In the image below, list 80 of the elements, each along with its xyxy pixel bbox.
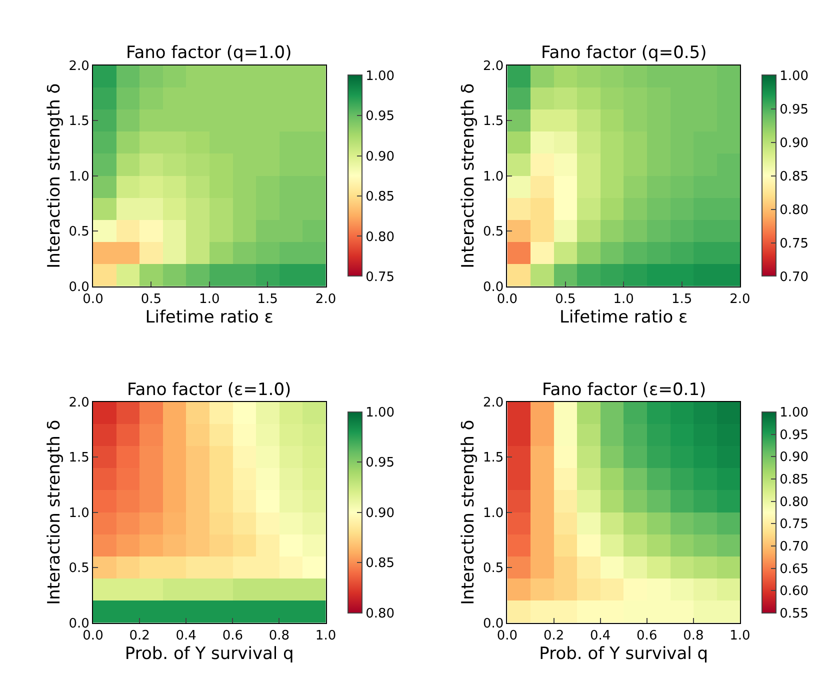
color-bar-label: 0.75 (780, 236, 809, 252)
x-tick-label: 0.4 (590, 628, 611, 644)
x-tick-label: 0.2 (543, 628, 564, 644)
x-tick-label: 0.6 (222, 628, 244, 644)
y-tick-label: 2.0 (68, 58, 90, 74)
x-tick-label: 1.0 (613, 292, 634, 307)
color-bar-label: 0.75 (366, 270, 395, 285)
chart-title: Fano factor (q=0.5) (541, 43, 707, 63)
color-bar-label: 0.85 (780, 169, 809, 184)
y-tick-label: 0.0 (482, 280, 504, 295)
color-bar-label: 0.70 (780, 270, 809, 285)
x-tick-label: 0.0 (82, 292, 104, 307)
y-tick-label: 1.0 (68, 506, 90, 521)
color-bar-label: 0.95 (366, 456, 395, 471)
color-bar-label: 0.95 (780, 102, 809, 118)
color-bar-label: 0.90 (780, 136, 809, 151)
x-tick-label: 0.5 (555, 292, 576, 307)
color-bar-label: 0.85 (366, 556, 395, 572)
color-bar-label: 0.65 (780, 562, 809, 577)
y-tick-label: 0.5 (482, 224, 504, 240)
chart-title: Fano factor (ε=0.1) (542, 380, 706, 400)
x-tick-label: 0.5 (140, 292, 162, 307)
x-axis-title: Prob. of Y survival q (539, 644, 708, 664)
color-bar-label: 0.60 (780, 584, 809, 600)
color-bar-label: 0.80 (366, 606, 395, 622)
color-bar-label: 0.85 (780, 472, 809, 488)
y-tick-label: 0.5 (68, 561, 90, 576)
x-tick-label: 0.8 (683, 628, 704, 644)
color-bar-label: 1.00 (366, 68, 395, 84)
x-axis-title: Lifetime ratio ε (559, 307, 688, 328)
x-tick-label: 2.0 (315, 292, 336, 307)
y-tick-label: 0.0 (482, 616, 504, 632)
x-tick-label: 1.5 (257, 292, 278, 307)
color-bar-label: 0.70 (780, 539, 809, 554)
color-bar-label: 0.80 (780, 202, 809, 218)
color-bar-label: 0.80 (780, 494, 809, 510)
y-tick-label: 1.5 (68, 450, 90, 466)
chart-title: Fano factor (q=1.0) (126, 43, 292, 63)
chart-title: Fano factor (ε=1.0) (127, 380, 292, 400)
y-axis-title: Interaction strength δ (44, 420, 64, 605)
y-tick-label: 2.0 (482, 58, 504, 74)
x-tick-label: 0.8 (268, 628, 290, 644)
x-tick-label: 0.4 (176, 628, 196, 644)
color-bar-label: 0.90 (780, 450, 809, 466)
x-tick-label: 0.0 (496, 292, 518, 307)
x-axis-title: Prob. of Y survival q (124, 644, 294, 664)
color-bar-label: 0.95 (366, 109, 395, 124)
y-tick-label: 1.5 (482, 450, 504, 466)
color-bar-label: 1.00 (780, 405, 809, 420)
y-tick-label: 1.0 (482, 169, 504, 184)
color-bar-label: 0.55 (780, 606, 809, 622)
x-tick-label: 1.0 (199, 292, 220, 307)
y-tick-label: 2.0 (68, 395, 90, 410)
x-tick-label: 0.0 (82, 628, 104, 644)
color-bar-label: 0.85 (366, 190, 395, 205)
color-bar-label: 0.95 (780, 428, 809, 443)
y-tick-label: 1.5 (68, 114, 90, 130)
y-tick-label: 1.5 (482, 114, 504, 130)
color-bar-label: 1.00 (366, 405, 395, 420)
x-tick-label: 1.0 (315, 628, 336, 644)
y-axis-title: Interaction strength δ (458, 420, 478, 605)
x-tick-label: 2.0 (730, 292, 750, 307)
color-bar-label: 0.90 (366, 506, 395, 521)
color-bar-label: 0.90 (366, 149, 395, 164)
x-tick-label: 0.2 (129, 628, 150, 644)
y-tick-label: 1.0 (68, 169, 90, 184)
y-axis-title: Interaction strength δ (44, 83, 64, 268)
y-tick-label: 0.5 (482, 561, 504, 576)
color-bar-label: 1.00 (780, 68, 809, 84)
y-axis-title: Interaction strength δ (458, 83, 478, 268)
y-tick-label: 1.0 (482, 506, 504, 521)
x-tick-label: 1.5 (671, 292, 692, 307)
color-bar-label: 0.75 (780, 517, 809, 532)
y-tick-label: 0.5 (68, 224, 90, 240)
x-axis-title: Lifetime ratio ε (145, 307, 274, 328)
x-tick-label: 1.0 (730, 628, 750, 644)
color-bar-label: 0.80 (366, 230, 395, 245)
x-tick-label: 0.6 (636, 628, 658, 644)
x-tick-label: 0.0 (496, 628, 518, 644)
y-tick-label: 2.0 (482, 395, 504, 410)
